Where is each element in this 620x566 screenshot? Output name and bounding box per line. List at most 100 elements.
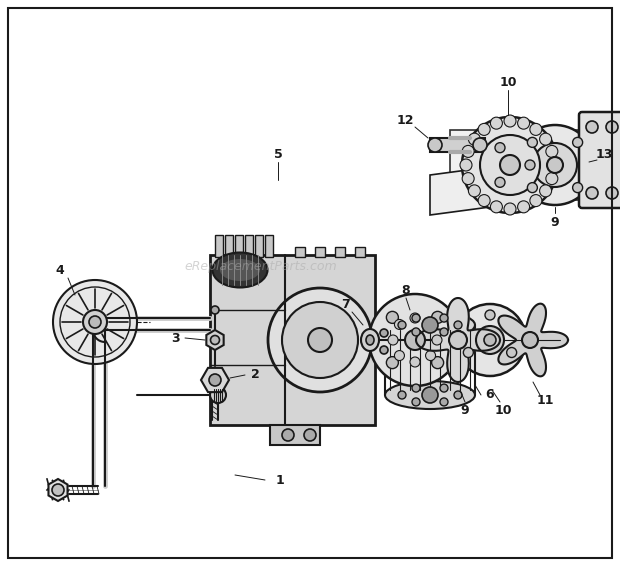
Polygon shape [48, 479, 68, 501]
Polygon shape [416, 298, 500, 382]
Polygon shape [206, 330, 224, 350]
Circle shape [462, 145, 474, 157]
Circle shape [490, 201, 502, 213]
Text: 12: 12 [396, 114, 414, 126]
Text: 3: 3 [170, 332, 179, 345]
Circle shape [210, 387, 226, 403]
Circle shape [304, 429, 316, 441]
Circle shape [485, 310, 495, 320]
Circle shape [507, 348, 516, 358]
Bar [265, 235, 273, 257]
Text: 7: 7 [340, 298, 350, 311]
Circle shape [504, 115, 516, 127]
Bar [335, 247, 345, 257]
Circle shape [369, 294, 461, 386]
Bar [255, 235, 263, 257]
Circle shape [268, 288, 372, 392]
Circle shape [432, 357, 444, 368]
Circle shape [432, 311, 444, 323]
Circle shape [52, 484, 64, 496]
Bar [270, 425, 320, 445]
Bar [315, 247, 325, 257]
Circle shape [539, 133, 552, 145]
Circle shape [308, 328, 332, 352]
Ellipse shape [213, 252, 267, 288]
Circle shape [425, 319, 436, 329]
Bar [355, 247, 365, 257]
Circle shape [412, 398, 420, 406]
Text: eReplacementParts.com: eReplacementParts.com [184, 260, 337, 272]
Circle shape [380, 346, 388, 354]
Polygon shape [498, 303, 568, 376]
Circle shape [530, 123, 542, 135]
Circle shape [480, 135, 540, 195]
Circle shape [422, 387, 438, 403]
Circle shape [573, 183, 583, 192]
Ellipse shape [220, 259, 260, 281]
Circle shape [412, 314, 420, 322]
Circle shape [606, 121, 618, 133]
Circle shape [476, 326, 504, 354]
Circle shape [394, 350, 404, 361]
Circle shape [495, 143, 505, 153]
Circle shape [454, 321, 462, 329]
Circle shape [468, 133, 481, 145]
Circle shape [586, 187, 598, 199]
Circle shape [484, 334, 496, 346]
Text: 5: 5 [273, 148, 282, 161]
Circle shape [440, 398, 448, 406]
Text: 6: 6 [485, 388, 494, 401]
Circle shape [449, 331, 467, 349]
Circle shape [548, 159, 560, 171]
Circle shape [518, 201, 529, 213]
Text: 1: 1 [276, 474, 285, 487]
Circle shape [539, 185, 552, 197]
Circle shape [468, 185, 481, 197]
Text: 8: 8 [402, 284, 410, 297]
Circle shape [211, 306, 219, 314]
Circle shape [432, 335, 442, 345]
Bar [215, 235, 223, 257]
Circle shape [462, 173, 474, 185]
Circle shape [380, 329, 388, 337]
Circle shape [440, 314, 448, 322]
Circle shape [412, 384, 420, 392]
Polygon shape [450, 130, 590, 200]
Circle shape [282, 429, 294, 441]
Circle shape [528, 183, 538, 192]
Circle shape [454, 304, 526, 376]
Circle shape [412, 328, 420, 336]
Circle shape [546, 173, 558, 185]
Circle shape [478, 195, 490, 207]
Bar [430, 138, 485, 152]
Ellipse shape [385, 311, 475, 339]
Circle shape [386, 357, 399, 368]
Circle shape [428, 138, 442, 152]
Circle shape [478, 123, 490, 135]
Circle shape [410, 357, 420, 367]
Circle shape [490, 117, 502, 129]
Circle shape [209, 374, 221, 386]
Circle shape [518, 117, 529, 129]
Circle shape [460, 159, 472, 171]
Circle shape [495, 177, 505, 187]
Circle shape [504, 203, 516, 215]
Circle shape [83, 310, 107, 334]
Circle shape [586, 121, 598, 133]
Bar [245, 235, 253, 257]
Circle shape [425, 350, 436, 361]
Circle shape [533, 143, 577, 187]
Circle shape [386, 311, 399, 323]
Circle shape [398, 391, 406, 399]
Ellipse shape [361, 329, 379, 351]
Circle shape [440, 384, 448, 392]
Ellipse shape [385, 381, 475, 409]
Circle shape [398, 321, 406, 329]
Polygon shape [430, 155, 580, 215]
Circle shape [530, 195, 542, 207]
Circle shape [211, 336, 219, 345]
Text: 10: 10 [494, 404, 512, 417]
Circle shape [422, 317, 438, 333]
Circle shape [454, 391, 462, 399]
Text: 9: 9 [551, 216, 559, 229]
